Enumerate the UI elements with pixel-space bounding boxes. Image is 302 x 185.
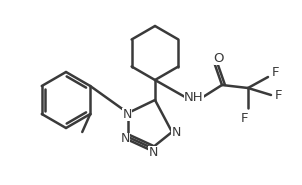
Text: NH: NH	[184, 90, 204, 103]
Text: F: F	[275, 88, 283, 102]
Text: N: N	[122, 107, 132, 120]
Text: N: N	[148, 145, 158, 159]
Text: N: N	[171, 127, 181, 139]
Text: N: N	[120, 132, 130, 145]
Text: O: O	[214, 51, 224, 65]
Text: F: F	[272, 65, 280, 78]
Text: F: F	[241, 112, 249, 125]
